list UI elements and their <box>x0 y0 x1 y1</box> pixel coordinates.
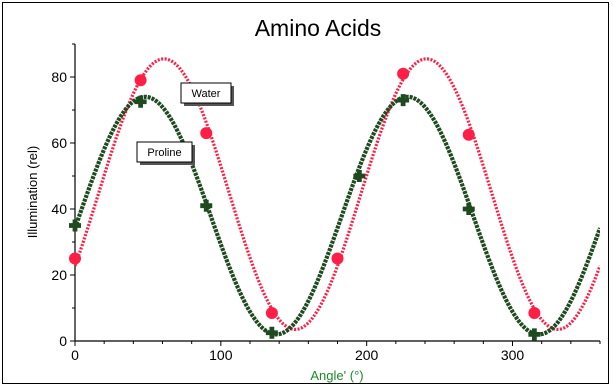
data-point-water <box>134 74 147 87</box>
data-point-water <box>397 67 410 80</box>
series-curves <box>75 57 600 337</box>
data-point-water <box>528 306 541 319</box>
y-tick-label: 80 <box>51 69 67 85</box>
data-point-water <box>200 127 213 140</box>
data-point-proline <box>353 170 366 182</box>
chart-title: Amino Acids <box>255 15 382 41</box>
annotations: Water Proline <box>136 82 234 165</box>
data-point-proline <box>397 94 410 107</box>
series-line-water <box>75 57 600 332</box>
annotation-box <box>180 82 232 104</box>
y-tick-label: 0 <box>59 333 67 349</box>
x-tick-label: 0 <box>71 347 79 363</box>
annotation-label: Water <box>192 88 221 100</box>
data-point-proline <box>134 95 147 108</box>
annotation-label: Proline <box>147 147 181 159</box>
x-tick-label: 100 <box>209 347 233 363</box>
data-point-proline <box>69 219 81 232</box>
series-markers <box>69 67 541 341</box>
x-tick-label: 300 <box>501 347 525 363</box>
data-point-water <box>69 252 81 265</box>
y-axis-label: Illumination (rel) <box>25 146 40 238</box>
y-tick-label: 60 <box>51 135 67 151</box>
y-tick-label: 20 <box>51 267 67 283</box>
data-point-proline <box>462 203 475 215</box>
chart-frame <box>2 2 609 384</box>
y-tick-label: 40 <box>51 201 67 217</box>
data-point-water <box>265 306 278 319</box>
axes: 0 100 200 300 0 20 40 60 80 <box>51 43 601 363</box>
x-axis-label: Angle' (°) <box>310 368 363 383</box>
annotation-box <box>136 141 193 163</box>
data-point-proline <box>265 326 278 339</box>
x-tick-label: 200 <box>355 347 379 363</box>
data-point-water <box>331 252 344 265</box>
data-point-proline <box>528 328 541 341</box>
series-line-proline <box>75 94 600 337</box>
data-point-water <box>462 128 475 141</box>
data-point-proline <box>200 199 213 212</box>
